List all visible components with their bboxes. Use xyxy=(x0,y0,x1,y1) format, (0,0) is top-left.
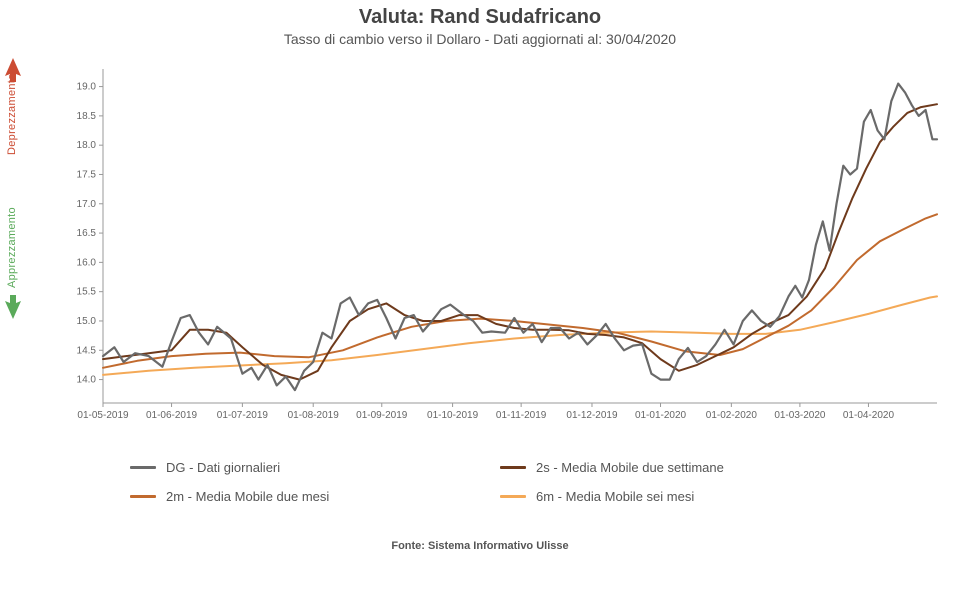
svg-text:01-01-2020: 01-01-2020 xyxy=(635,410,687,421)
svg-text:19.0: 19.0 xyxy=(77,82,97,93)
deprezzamento-text: Deprezzamento xyxy=(6,73,18,155)
arrow-down-icon xyxy=(5,295,21,319)
legend-item-m2: 2m - Media Mobile due mesi xyxy=(130,489,460,504)
legend-swatch xyxy=(130,495,156,498)
svg-text:01-12-2019: 01-12-2019 xyxy=(566,410,618,421)
legend: DG - Dati giornalieri 2s - Media Mobile d… xyxy=(0,460,960,504)
chart-container: Valuta: Rand Sudafricano Tasso di cambio… xyxy=(0,0,960,600)
svg-text:17.5: 17.5 xyxy=(77,169,97,180)
svg-text:14.0: 14.0 xyxy=(77,375,97,386)
svg-text:01-02-2020: 01-02-2020 xyxy=(706,410,758,421)
svg-text:15.5: 15.5 xyxy=(77,287,97,298)
label-deprezzamento: Deprezzamento xyxy=(6,73,18,155)
svg-text:01-11-2019: 01-11-2019 xyxy=(496,410,547,421)
svg-text:01-06-2019: 01-06-2019 xyxy=(146,410,198,421)
svg-text:01-04-2020: 01-04-2020 xyxy=(843,410,895,421)
svg-text:01-10-2019: 01-10-2019 xyxy=(427,410,479,421)
svg-text:14.5: 14.5 xyxy=(77,345,97,356)
svg-text:01-03-2020: 01-03-2020 xyxy=(774,410,826,421)
apprezzamento-text: Apprezzamento xyxy=(6,207,18,288)
arrow-up-icon xyxy=(5,58,21,82)
legend-label: 2s - Media Mobile due settimane xyxy=(536,460,724,475)
chart-title: Valuta: Rand Sudafricano xyxy=(0,0,960,29)
legend-label: 2m - Media Mobile due mesi xyxy=(166,489,329,504)
legend-swatch xyxy=(500,495,526,498)
plot-area: 14.0 14.5 15.0 15.5 16.0 16.5 17.0 17.5 18.0 18.5… xyxy=(71,65,941,425)
legend-swatch xyxy=(130,466,156,469)
svg-text:01-05-2019: 01-05-2019 xyxy=(77,410,129,421)
svg-text:18.0: 18.0 xyxy=(77,140,97,151)
svg-text:01-09-2019: 01-09-2019 xyxy=(356,410,408,421)
svg-text:01-08-2019: 01-08-2019 xyxy=(288,410,340,421)
svg-text:16.5: 16.5 xyxy=(77,228,97,239)
legend-item-s2: 2s - Media Mobile due settimane xyxy=(500,460,830,475)
source-caption: Fonte: Sistema Informativo Ulisse xyxy=(0,540,960,552)
legend-label: 6m - Media Mobile sei mesi xyxy=(536,489,694,504)
svg-text:18.5: 18.5 xyxy=(77,111,97,122)
legend-swatch xyxy=(500,466,526,469)
svg-text:01-07-2019: 01-07-2019 xyxy=(217,410,269,421)
legend-label: DG - Dati giornalieri xyxy=(166,460,280,475)
label-apprezzamento: Apprezzamento xyxy=(6,207,18,288)
chart-subtitle: Tasso di cambio verso il Dollaro - Dati … xyxy=(0,29,960,47)
svg-text:15.0: 15.0 xyxy=(77,316,97,327)
svg-text:17.0: 17.0 xyxy=(77,199,97,210)
legend-item-m6: 6m - Media Mobile sei mesi xyxy=(500,489,830,504)
svg-text:16.0: 16.0 xyxy=(77,257,97,268)
legend-item-dg: DG - Dati giornalieri xyxy=(130,460,460,475)
